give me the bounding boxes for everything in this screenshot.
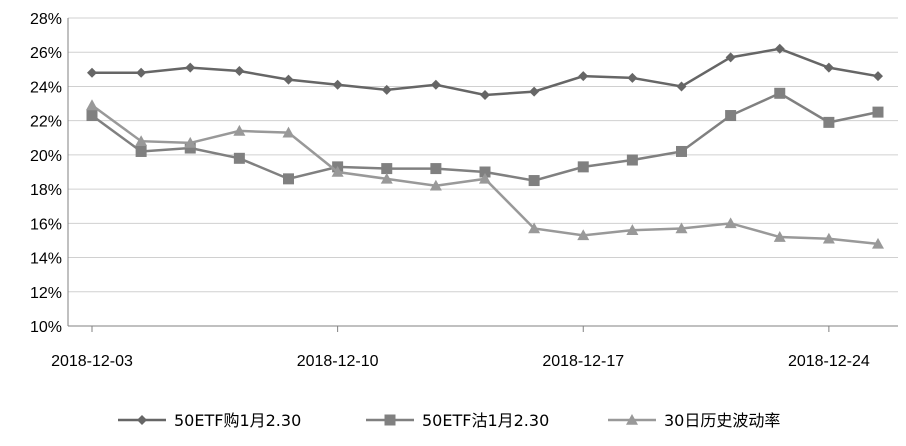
data-point — [725, 110, 737, 122]
data-point — [872, 237, 884, 249]
series-layer — [86, 43, 884, 249]
legend-label: 50ETF沽1月2.30 — [422, 411, 549, 430]
data-point — [577, 229, 590, 241]
data-point — [283, 173, 294, 185]
series-diamond — [87, 43, 883, 100]
y-tick-label: 12% — [30, 285, 62, 302]
x-tick-label: 2018-12-17 — [542, 353, 624, 370]
grid-lines — [68, 17, 898, 293]
data-point — [528, 175, 540, 187]
data-point — [233, 152, 245, 164]
legend-label: 50ETF购1月2.30 — [174, 411, 301, 430]
data-point — [823, 116, 835, 128]
data-point — [873, 71, 883, 82]
data-point — [282, 126, 295, 138]
data-point — [578, 71, 589, 82]
y-tick-label: 20% — [30, 148, 62, 165]
data-point — [283, 74, 294, 85]
legend-item: 30日历史波动率 — [608, 411, 780, 430]
x-tick-label: 2018-12-03 — [51, 353, 133, 370]
data-point — [430, 79, 441, 90]
legend: 50ETF购1月2.30 50ETF沽1月2.30 30日历史波动率 — [118, 411, 780, 430]
y-tick-label: 14% — [30, 251, 62, 268]
data-point — [380, 172, 393, 184]
legend-swatch-marker — [137, 415, 147, 425]
legend-swatch-marker — [626, 414, 638, 425]
data-point — [86, 110, 98, 122]
x-axis: 2018-12-03 2018-12-10 2018-12-17 2018-12-24 — [51, 325, 898, 370]
series-triangle — [86, 99, 884, 249]
data-point — [676, 145, 687, 157]
y-tick-label: 18% — [30, 182, 62, 199]
x-tick-label: 2018-12-10 — [297, 353, 379, 370]
data-point — [87, 67, 97, 78]
legend-swatch-marker — [384, 414, 396, 426]
y-axis: 10% 12% 14% 16% 18% 20% 22% 24% 26% 28% — [30, 11, 69, 336]
data-point — [233, 124, 246, 136]
data-point — [479, 166, 491, 178]
data-point — [86, 99, 98, 111]
data-point — [773, 231, 786, 242]
data-point — [626, 154, 638, 166]
data-point — [675, 222, 688, 234]
data-point — [381, 84, 392, 95]
data-point — [184, 142, 196, 154]
data-point — [136, 67, 147, 78]
data-point — [774, 43, 785, 54]
y-tick-label: 24% — [30, 79, 62, 96]
legend-label: 30日历史波动率 — [664, 411, 780, 430]
data-point — [725, 52, 736, 63]
data-point — [429, 179, 442, 191]
data-point — [577, 161, 589, 173]
data-point — [480, 90, 490, 100]
data-point — [627, 72, 638, 83]
data-point — [430, 163, 442, 175]
data-point — [185, 62, 196, 73]
data-point — [184, 136, 197, 148]
data-point — [626, 224, 639, 235]
y-tick-label: 16% — [30, 216, 62, 233]
data-point — [676, 81, 687, 92]
data-point — [331, 166, 344, 177]
legend-item: 50ETF沽1月2.30 — [366, 411, 549, 430]
series-square — [86, 87, 884, 187]
data-point — [822, 232, 835, 244]
data-point — [135, 145, 147, 157]
x-tick-label: 2018-12-24 — [788, 353, 870, 370]
data-point — [872, 106, 884, 118]
legend-item: 50ETF购1月2.30 — [118, 411, 301, 430]
data-point — [479, 172, 491, 184]
series-line — [92, 47, 879, 97]
y-tick-label: 26% — [30, 45, 62, 62]
data-point — [724, 217, 737, 229]
data-point — [774, 87, 786, 99]
data-point — [528, 222, 541, 234]
data-point — [529, 86, 540, 97]
y-tick-label: 10% — [30, 319, 62, 336]
data-point — [135, 135, 148, 146]
y-tick-label: 28% — [30, 11, 62, 28]
data-point — [823, 62, 834, 73]
data-point — [332, 79, 343, 90]
y-tick-label: 22% — [30, 114, 62, 131]
data-point — [381, 163, 393, 175]
data-point — [234, 66, 245, 77]
